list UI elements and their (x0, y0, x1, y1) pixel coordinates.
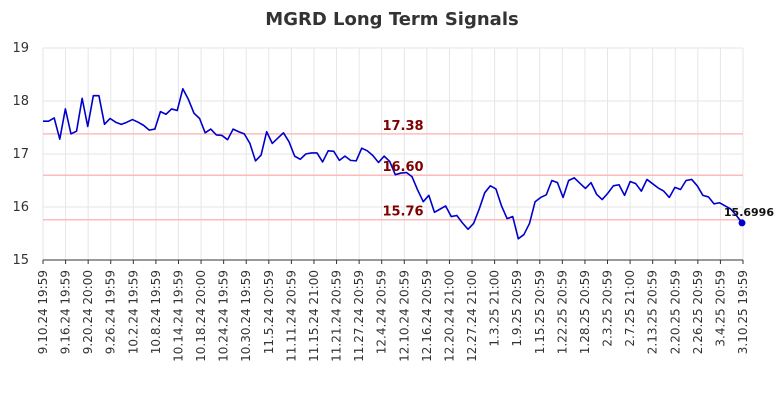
series-group (43, 88, 743, 240)
last-value-label: 15.6996 (724, 206, 774, 219)
x-tick-label: 1.22.25 20:59 (555, 270, 569, 354)
x-tick-label: 1.28.25 20:59 (578, 270, 592, 354)
y-tick-label: 16 (12, 200, 29, 215)
reference-label: 15.76 (382, 205, 423, 220)
y-tick-label: 15 (12, 253, 29, 268)
last-value-marker: 15.6996 (724, 206, 774, 227)
x-tick-label: 10.18.24 20:00 (194, 270, 208, 362)
series-line (43, 88, 743, 240)
x-tick-label: 12.16.24 20:59 (420, 270, 434, 362)
x-tick-label: 12.27.24 21:00 (465, 270, 479, 362)
y-tick-label: 17 (12, 147, 29, 162)
x-tick-label: 9.16.24 19:59 (59, 270, 73, 354)
x-tick-label: 10.2.24 19:59 (126, 270, 140, 354)
y-tick-labels: 15 16 17 18 19 (12, 41, 29, 268)
x-tick-label: 9.20.24 20:00 (81, 270, 95, 354)
x-tick-label: 11.11.24 20:59 (284, 270, 298, 362)
last-value-dot (738, 219, 746, 227)
reference-label: 16.60 (382, 160, 423, 175)
x-tick-label: 12.10.24 20:59 (397, 270, 411, 362)
x-tick-label: 3.4.25 20:59 (713, 270, 727, 347)
x-tick-label: 2.13.25 20:59 (646, 270, 660, 354)
x-tick-labels: 9.10.24 19:59 9.16.24 19:59 9.20.24 20:00 9… (36, 270, 750, 362)
reference-lines (43, 133, 743, 221)
x-tick-label: 2.20.25 20:59 (668, 270, 682, 354)
y-tick-label: 18 (12, 94, 29, 109)
x-tick-label: 12.20.24 21:00 (442, 270, 456, 362)
reference-labels: 17.38 16.60 15.76 (382, 119, 423, 220)
x-tick-label: 3.10.25 19:59 (736, 270, 750, 354)
x-tick-label: 11.5.24 20:59 (262, 270, 276, 354)
x-tick-label: 1.15.25 20:59 (533, 270, 547, 354)
y-tick-label: 19 (12, 41, 29, 56)
x-tick-label: 10.14.24 19:59 (171, 270, 185, 362)
reference-label: 17.38 (382, 119, 423, 134)
x-tick-label: 2.3.25 20:59 (601, 270, 615, 347)
x-tick-label: 1.3.25 21:00 (488, 270, 502, 347)
x-tick-label: 9.10.24 19:59 (36, 270, 50, 354)
chart-title: MGRD Long Term Signals (265, 9, 518, 30)
x-tick-label: 9.26.24 19:59 (104, 270, 118, 354)
x-tick-label: 2.7.25 21:00 (623, 270, 637, 347)
x-tick-label: 2.26.25 20:59 (691, 270, 705, 354)
x-tick-label: 1.9.25 20:59 (510, 270, 524, 347)
x-tick-label: 12.4.24 20:59 (375, 270, 389, 354)
x-tick-label: 11.15.24 21:00 (307, 270, 321, 362)
x-tick-label: 11.21.24 20:59 (330, 270, 344, 362)
x-tick-label: 10.24.24 19:59 (217, 270, 231, 362)
x-tick-label: 11.27.24 20:59 (352, 270, 366, 362)
x-tick-label: 10.30.24 19:59 (239, 270, 253, 362)
x-tick-label: 10.8.24 19:59 (149, 270, 163, 354)
